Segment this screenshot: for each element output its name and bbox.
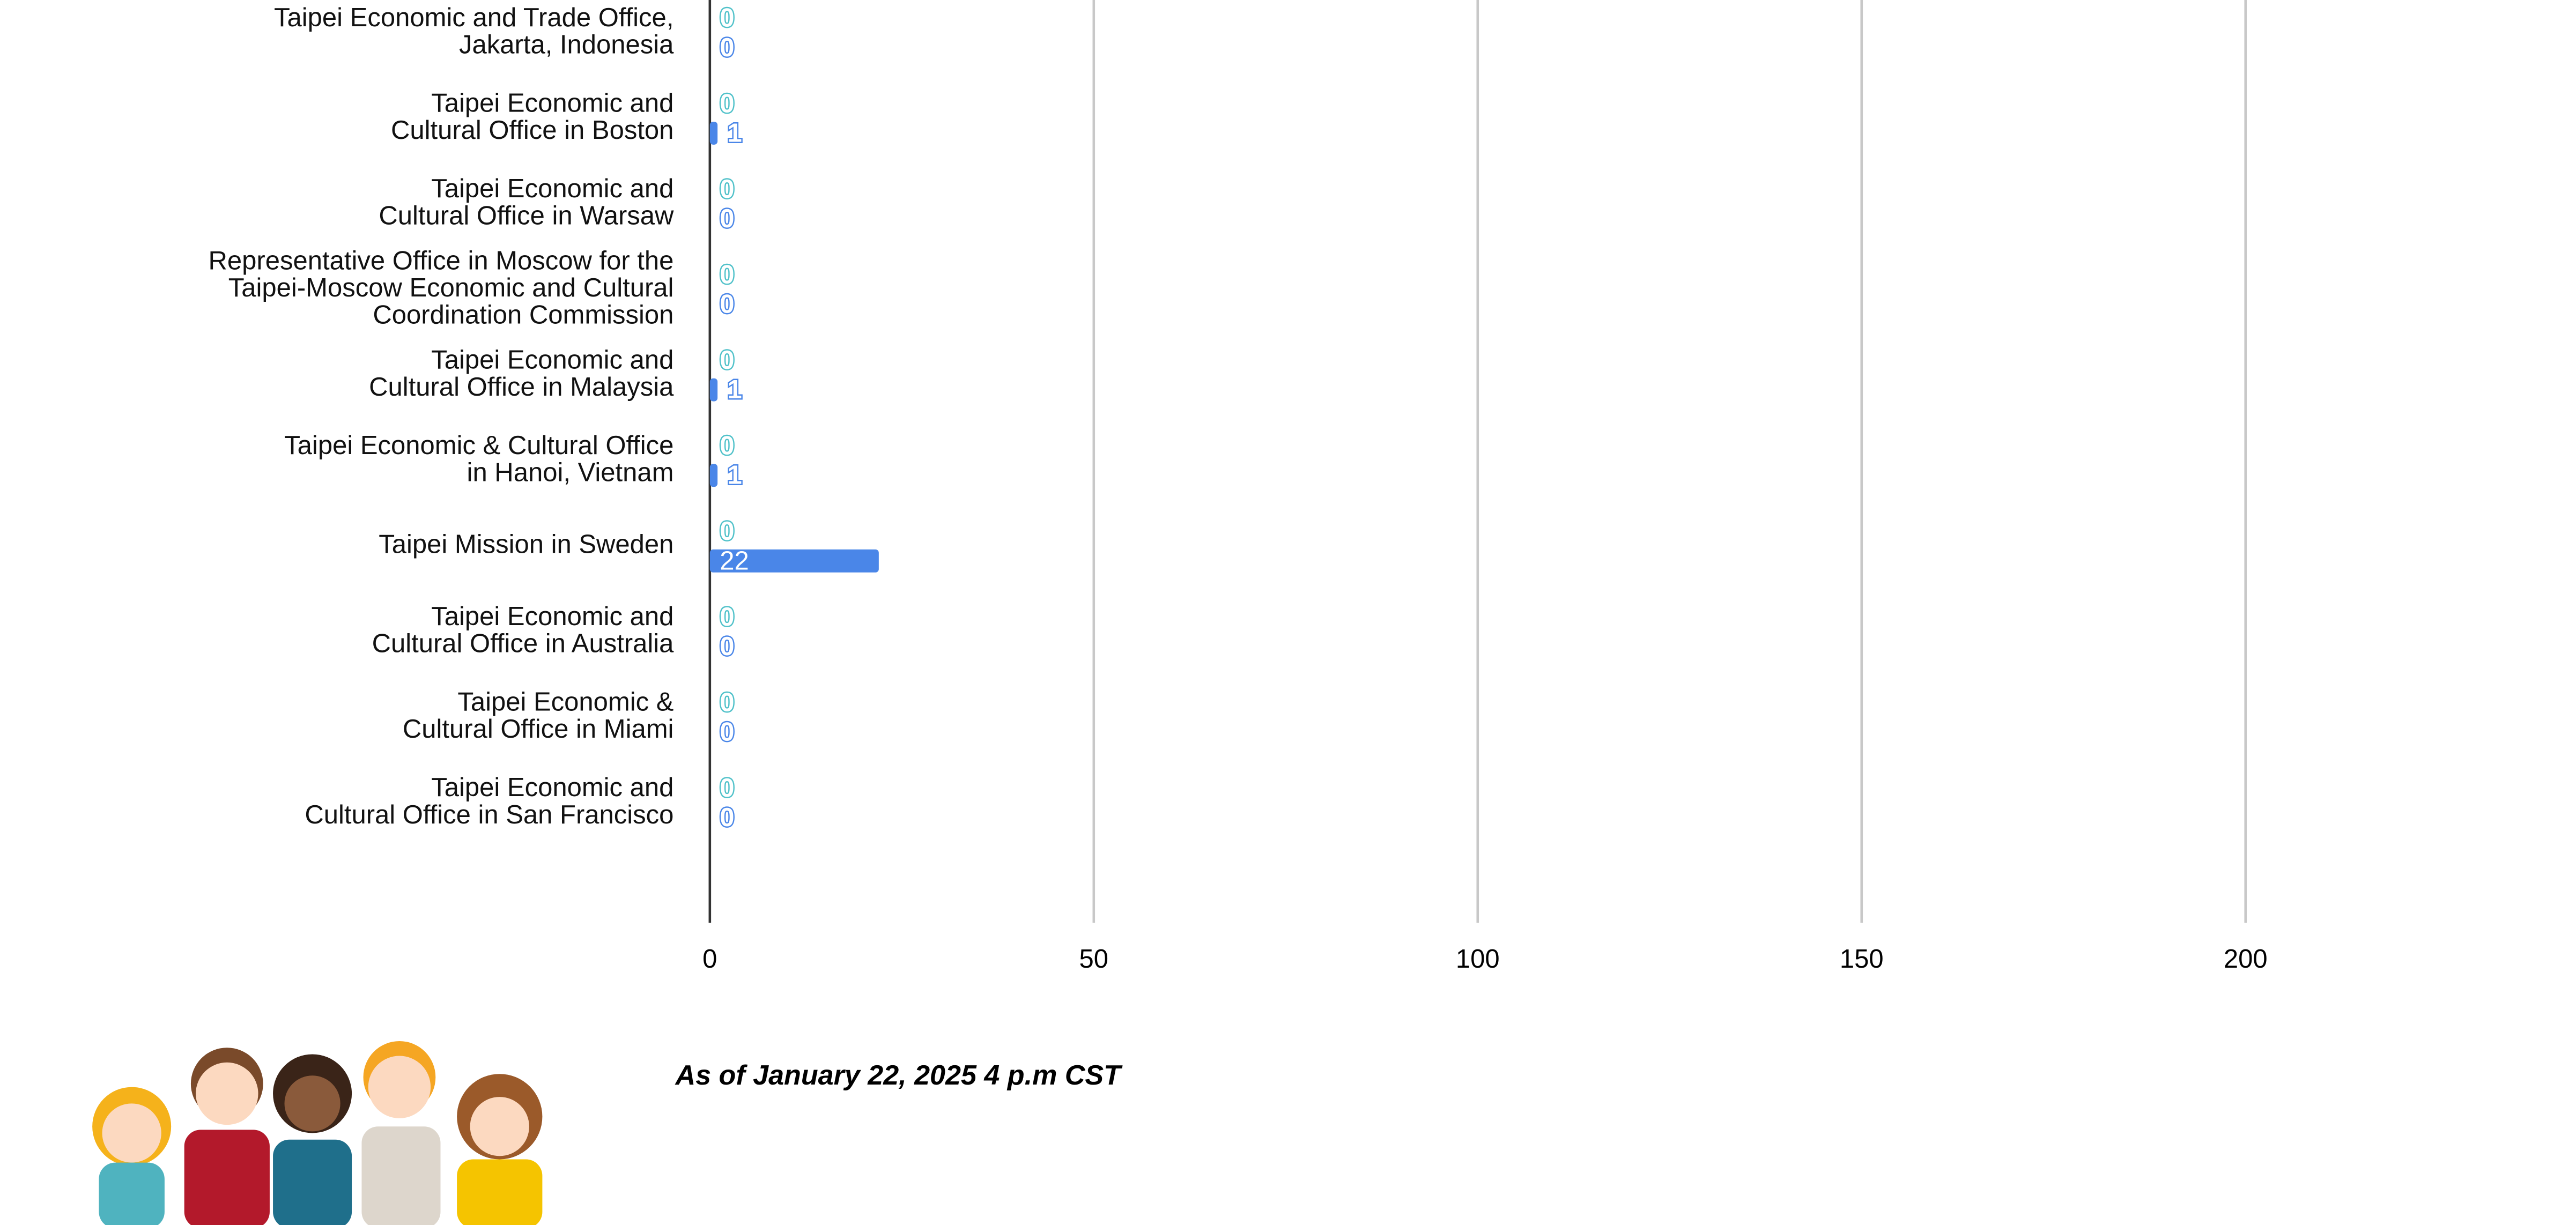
data-label: 0 [720, 175, 734, 204]
data-label: 1 [728, 461, 742, 490]
bar [709, 464, 718, 487]
data-label: 0 [720, 204, 734, 233]
data-label: 0 [720, 688, 734, 717]
data-label: 0 [720, 89, 734, 118]
data-label: 0 [720, 260, 734, 289]
data-label: 0 [720, 774, 734, 803]
bar [709, 121, 718, 145]
data-label: 0 [720, 346, 734, 375]
data-label: 0 [720, 290, 734, 319]
y-tick-label: Taipei Mission in Sweden [379, 530, 673, 559]
data-label: 1 [728, 375, 742, 404]
x-tick-label: 50 [1079, 945, 1109, 974]
people-illustration [92, 1041, 543, 1225]
data-label: 1 [728, 118, 742, 147]
data-label: 0 [720, 517, 734, 546]
data-label: 0 [720, 803, 734, 832]
y-tick-label: Taipei Economic and Cultural Office in Ma… [369, 345, 674, 402]
x-tick-label: 100 [1456, 945, 1500, 974]
bar [709, 549, 879, 573]
data-label: 0 [720, 603, 734, 632]
y-tick-label: Taipei Economic and Cultural Office in Bo… [391, 89, 673, 145]
y-tick-label: Taipei Economic & Cultural Office in Hano… [284, 431, 673, 487]
y-tick-label: Taipei Economic & Cultural Office in Miam… [403, 688, 674, 744]
bar [709, 378, 718, 402]
y-tick-label: Representative Office in Moscow for the T… [209, 246, 674, 329]
data-label: 0 [720, 717, 734, 746]
data-label: 0 [720, 4, 734, 33]
x-tick-label: 200 [2224, 945, 2268, 974]
y-tick-label: Taipei Economic and Trade Office, Jakarta… [274, 3, 674, 60]
y-tick-label: Taipei Economic and Cultural Office in Wa… [379, 174, 674, 231]
data-label: 0 [720, 33, 734, 62]
data-label: 0 [720, 632, 734, 661]
data-label: 0 [720, 432, 734, 461]
x-tick-label: 0 [702, 945, 717, 974]
data-label: 22 [720, 546, 749, 575]
x-tick-label: 150 [1840, 945, 1884, 974]
y-tick-label: Taipei Economic and Cultural Office in Au… [372, 602, 675, 658]
footnote: As of January 22, 2025 4 p.m CST [674, 1060, 1123, 1091]
y-tick-label: Taipei Economic and Cultural Office in Sa… [305, 773, 673, 829]
